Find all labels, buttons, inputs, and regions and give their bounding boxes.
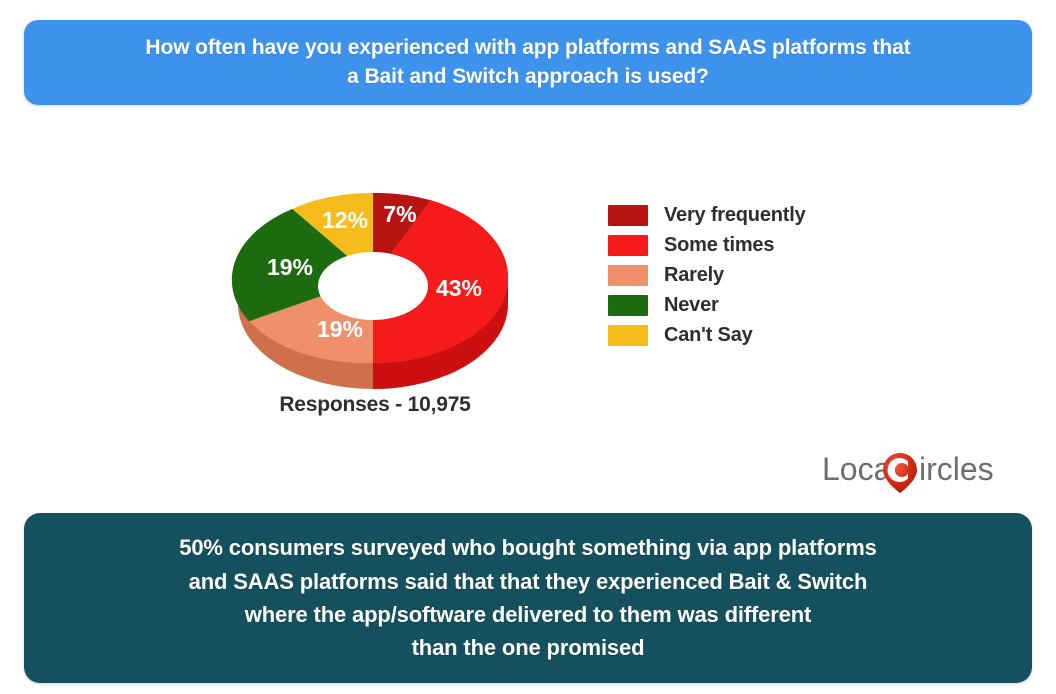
question-header-panel: How often have you experienced with app … (24, 20, 1032, 105)
summary-text: 50% consumers surveyed who bought someth… (139, 531, 916, 665)
slice-label-never: 19% (267, 254, 313, 280)
logo-text-after: ircles (919, 451, 994, 487)
legend-swatch-icon (608, 204, 648, 226)
slice-label-very-frequently: 7% (383, 201, 416, 227)
chart-zone: 7% 43% 19% 19% 12% Responses - 10,975 Ve… (0, 150, 1056, 450)
legend-item-some-times[interactable]: Some times (608, 230, 806, 260)
map-pin-icon (883, 453, 917, 493)
donut-hole (318, 252, 428, 320)
legend-label: Never (664, 293, 719, 316)
question-line-2: a Bait and Switch approach is used? (347, 64, 709, 88)
localcircles-logo[interactable]: Local ircles (822, 448, 1027, 496)
donut-chart-svg: 7% 43% 19% 19% 12% (231, 192, 509, 389)
legend-swatch-icon (608, 324, 648, 346)
chart-legend: Very frequently Some times Rarely Never … (608, 200, 806, 350)
legend-label: Rarely (664, 263, 724, 286)
donut-chart: 7% 43% 19% 19% 12% (228, 168, 518, 389)
question-line-1: How often have you experienced with app … (145, 35, 911, 59)
legend-label: Very frequently (664, 203, 806, 226)
slice-never (231, 208, 373, 322)
legend-swatch-icon (608, 234, 648, 256)
donut-depth (238, 278, 508, 389)
legend-swatch-icon (608, 294, 648, 316)
summary-line-1: 50% consumers surveyed who bought someth… (179, 535, 877, 561)
legend-item-rarely[interactable]: Rarely (608, 260, 806, 290)
summary-line-4: than the one promised (411, 635, 645, 661)
legend-item-very-frequently[interactable]: Very frequently (608, 200, 806, 230)
responses-caption: Responses - 10,975 (279, 393, 471, 416)
question-text: How often have you experienced with app … (105, 34, 950, 91)
legend-label: Can't Say (664, 323, 753, 346)
slice-label-cant-say: 12% (322, 207, 368, 233)
summary-panel: 50% consumers surveyed who bought someth… (24, 513, 1032, 683)
logo-pin-letter (887, 458, 908, 482)
legend-label: Some times (664, 233, 775, 256)
legend-item-cant-say[interactable]: Can't Say (608, 320, 806, 350)
legend-swatch-icon (608, 264, 648, 286)
slice-label-some-times: 43% (436, 275, 482, 301)
logo-svg: Local ircles (822, 451, 994, 493)
summary-line-3: where the app/software delivered to them… (244, 602, 812, 627)
legend-item-never[interactable]: Never (608, 290, 806, 320)
slice-label-rarely: 19% (317, 316, 363, 342)
summary-line-2: and SAAS platforms said that that they e… (188, 568, 868, 594)
